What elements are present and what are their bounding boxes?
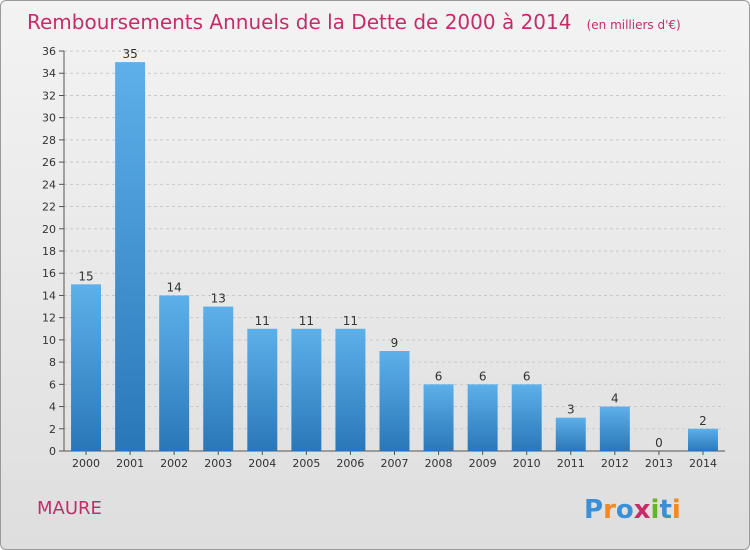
value-label-2002: 14 [167, 280, 182, 294]
x-tick-label-2002: 2002 [160, 457, 188, 470]
value-label-2007: 9 [391, 336, 399, 350]
y-tick-label: 28 [42, 134, 56, 147]
y-tick-label: 30 [42, 112, 56, 125]
y-tick-label: 20 [42, 223, 56, 236]
y-tick-label: 14 [42, 289, 56, 302]
logo-text: Proxiti [584, 495, 681, 525]
x-tick-label-2007: 2007 [381, 457, 409, 470]
logo-letter: r [603, 495, 616, 525]
y-tick-label: 26 [42, 156, 56, 169]
bar-2012 [599, 406, 630, 451]
bars-layer [71, 62, 718, 451]
x-tick-label-2011: 2011 [557, 457, 585, 470]
x-tick-label-2009: 2009 [469, 457, 497, 470]
x-tick-label-2010: 2010 [513, 457, 541, 470]
bar-2007 [379, 351, 410, 451]
bar-2003 [203, 306, 234, 451]
y-tick-label: 8 [49, 356, 56, 369]
x-tick-label-2000: 2000 [72, 457, 100, 470]
y-tick-label: 24 [42, 178, 56, 191]
value-label-2012: 4 [611, 392, 619, 406]
bar-2005 [291, 328, 322, 451]
value-label-2001: 35 [122, 47, 137, 61]
value-label-2004: 11 [255, 314, 270, 328]
x-tick-label-2003: 2003 [204, 457, 232, 470]
y-tick-label: 4 [49, 401, 56, 414]
bar-2010 [511, 384, 542, 451]
chart-title: Remboursements Annuels de la Dette de 20… [27, 10, 681, 34]
value-label-2011: 3 [567, 403, 575, 417]
value-label-2006: 11 [343, 314, 358, 328]
y-tick-label: 10 [42, 334, 56, 347]
y-tick-label: 12 [42, 312, 56, 325]
bar-2002 [159, 295, 190, 451]
logo-letter: t [659, 495, 671, 525]
chart-unit: (en milliers d'€) [587, 18, 681, 32]
value-label-2010: 6 [523, 369, 531, 383]
bar-2001 [115, 62, 146, 451]
value-label-2000: 15 [78, 269, 93, 283]
bar-2009 [467, 384, 498, 451]
labels-layer: 15 35 14 13 11 11 11 9 6 6 6 3 4 0 2 [78, 47, 706, 450]
logo-letter: P [584, 495, 603, 525]
x-tick-label-2014: 2014 [689, 457, 717, 470]
x-tick-label-2006: 2006 [336, 457, 364, 470]
y-tick-label: 16 [42, 267, 56, 280]
y-tick-label: 36 [42, 45, 56, 58]
value-label-2008: 6 [435, 369, 443, 383]
chart-title-main: Remboursements Annuels de la Dette de 20… [27, 10, 571, 34]
x-tick-label-2005: 2005 [292, 457, 320, 470]
value-label-2013: 0 [655, 436, 663, 450]
y-tick-label: 6 [49, 378, 56, 391]
y-tick-label: 22 [42, 201, 56, 214]
bar-2011 [555, 417, 586, 451]
value-label-2009: 6 [479, 369, 487, 383]
bar-2014 [687, 428, 718, 451]
bar-2006 [335, 328, 366, 451]
logo-letter: x [634, 495, 651, 525]
value-label-2003: 13 [211, 292, 226, 306]
y-tick-label: 34 [42, 67, 56, 80]
x-tick-label-2001: 2001 [116, 457, 144, 470]
proxiti-logo: Proxiti [584, 495, 681, 525]
y-tick-label: 0 [49, 445, 56, 458]
y-tick-label: 2 [49, 423, 56, 436]
bar-2000 [71, 284, 102, 451]
y-tick-label: 18 [42, 245, 56, 258]
logo-letter: i [651, 495, 660, 525]
logo-letter: o [616, 495, 634, 525]
logo-letter: i [672, 495, 681, 525]
bar-2008 [423, 384, 454, 451]
x-tick-label-2013: 2013 [645, 457, 673, 470]
commune-name: MAURE [37, 498, 102, 519]
value-label-2014: 2 [699, 414, 707, 428]
x-tick-label-2004: 2004 [248, 457, 276, 470]
value-label-2005: 11 [299, 314, 314, 328]
x-tick-label-2008: 2008 [425, 457, 453, 470]
x-tick-label-2012: 2012 [601, 457, 629, 470]
y-tick-label: 32 [42, 89, 56, 102]
bar-2004 [247, 328, 278, 451]
